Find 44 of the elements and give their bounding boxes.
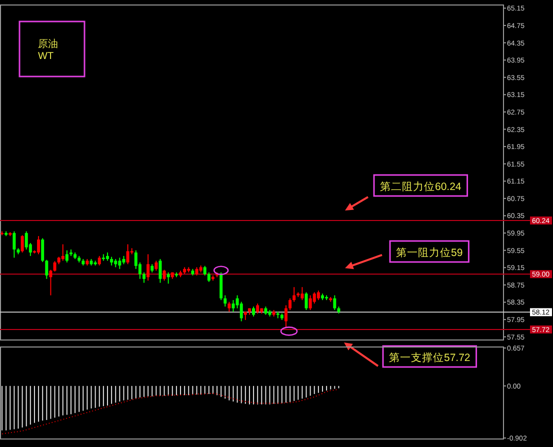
candlestick [252,306,256,318]
candlestick [154,260,158,272]
candlestick [20,234,24,254]
line-series [2,388,340,434]
annotation: 第一支撑位57.72 [382,345,478,368]
candlestick [207,272,210,282]
candlestick [37,236,40,255]
candlestick [98,255,101,266]
annotation: 第一支撑位57.72 [389,351,470,364]
candlestick [12,230,16,258]
candlestick [118,257,122,270]
candlestick [61,244,64,262]
annotation: 第一阻力位59 [389,240,470,263]
annotation: 第二阻力位60.24 [373,174,468,197]
candlestick [300,286,304,301]
title-box: 原油 WT [18,20,86,78]
candlestick [284,304,288,329]
annotation: 第一阻力位59 [396,246,463,259]
candlestick [256,303,260,314]
candlestick [333,294,336,311]
candlestick [65,250,68,263]
candlestick [158,258,162,284]
candlestick [240,301,243,322]
candlestick [166,272,170,284]
candlestick [292,286,296,302]
candlestick [45,259,48,280]
candlestick [312,292,316,304]
candlestick [304,292,308,311]
candlestick [228,301,231,312]
candlestick [224,294,227,308]
candlestick [126,244,130,265]
candlestick [24,230,28,250]
annotation: 第二阻力位60.24 [380,180,462,193]
candlestick [142,272,146,284]
candlestick [146,254,150,282]
candlestick [162,269,166,282]
candlestick [288,298,292,311]
candlestick [41,238,44,263]
candlestick [308,294,312,311]
candlestick [49,269,52,296]
candlestick [203,265,206,276]
candlestick [232,300,235,312]
candlestick [316,290,320,301]
candlestick [53,260,56,272]
